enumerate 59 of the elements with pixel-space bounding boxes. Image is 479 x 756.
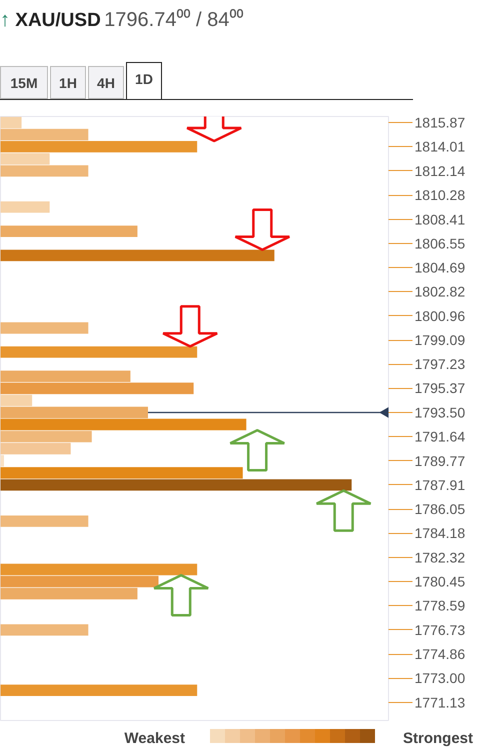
bar xyxy=(0,564,198,576)
y-tick-label: 1815.87 xyxy=(414,114,466,131)
ref-line-label: 1793.50 xyxy=(414,404,466,420)
y-tick-label: 1778.59 xyxy=(414,598,466,614)
y-tick-label: 1795.37 xyxy=(414,380,466,396)
bar xyxy=(0,322,88,334)
bar xyxy=(0,442,71,454)
bar xyxy=(0,479,352,491)
y-tick-label: 1787.91 xyxy=(414,476,466,493)
bar xyxy=(0,128,88,140)
y-tick-label: 1774.86 xyxy=(414,646,466,662)
bar xyxy=(0,165,88,177)
y-tick-label: 1797.23 xyxy=(414,356,466,372)
bar xyxy=(0,394,32,406)
y-tick-label: 1782.32 xyxy=(414,549,466,566)
bar xyxy=(0,140,198,152)
y-tick-label: 1800.96 xyxy=(414,308,466,324)
y-tick-label: 1786.05 xyxy=(414,501,466,518)
text: Strongest xyxy=(403,729,474,749)
y-tick-label: 1799.09 xyxy=(414,332,466,348)
y-tick-label: 1814.01 xyxy=(414,138,466,155)
bar xyxy=(0,624,88,636)
bar xyxy=(0,201,50,213)
bar xyxy=(0,346,198,358)
y-tick-label: 1771.13 xyxy=(414,694,466,710)
y-tick-label: 1812.14 xyxy=(414,162,466,179)
y-tick-label: 1804.69 xyxy=(414,259,466,276)
bar xyxy=(0,116,22,128)
text: 4H xyxy=(88,66,124,99)
bar xyxy=(0,418,246,430)
bar xyxy=(0,515,88,527)
bar xyxy=(0,250,274,262)
bar xyxy=(0,370,130,382)
y-tick-label: 1808.41 xyxy=(414,211,466,228)
chart-subtitle: 1796.74⁰⁰ / 84⁰⁰ xyxy=(104,9,244,31)
bar xyxy=(0,684,198,696)
y-tick-label: 1810.28 xyxy=(414,187,466,204)
text: 1H xyxy=(50,66,86,99)
bar xyxy=(0,467,243,479)
text: 1D xyxy=(126,62,162,99)
bar xyxy=(0,588,138,600)
y-tick-label: 1780.45 xyxy=(414,574,466,590)
bar xyxy=(0,153,50,165)
y-tick-label: 1784.18 xyxy=(414,525,466,542)
y-tick-label: 1806.55 xyxy=(414,235,466,252)
y-tick-label: 1776.73 xyxy=(414,622,466,638)
bar xyxy=(0,406,148,418)
y-tick-label: 1773.00 xyxy=(414,670,466,686)
text: Weakest xyxy=(123,729,185,749)
bar xyxy=(0,576,159,588)
text: 15M xyxy=(0,66,48,99)
y-tick-label: 1791.64 xyxy=(414,428,466,445)
bar xyxy=(0,226,138,238)
bar xyxy=(0,382,194,394)
y-tick-label: 1789.77 xyxy=(414,452,466,469)
chart-title: ↑ XAU/USD xyxy=(0,9,101,31)
y-tick-label: 1802.82 xyxy=(414,284,466,300)
bar xyxy=(0,430,92,442)
bar xyxy=(0,455,4,467)
